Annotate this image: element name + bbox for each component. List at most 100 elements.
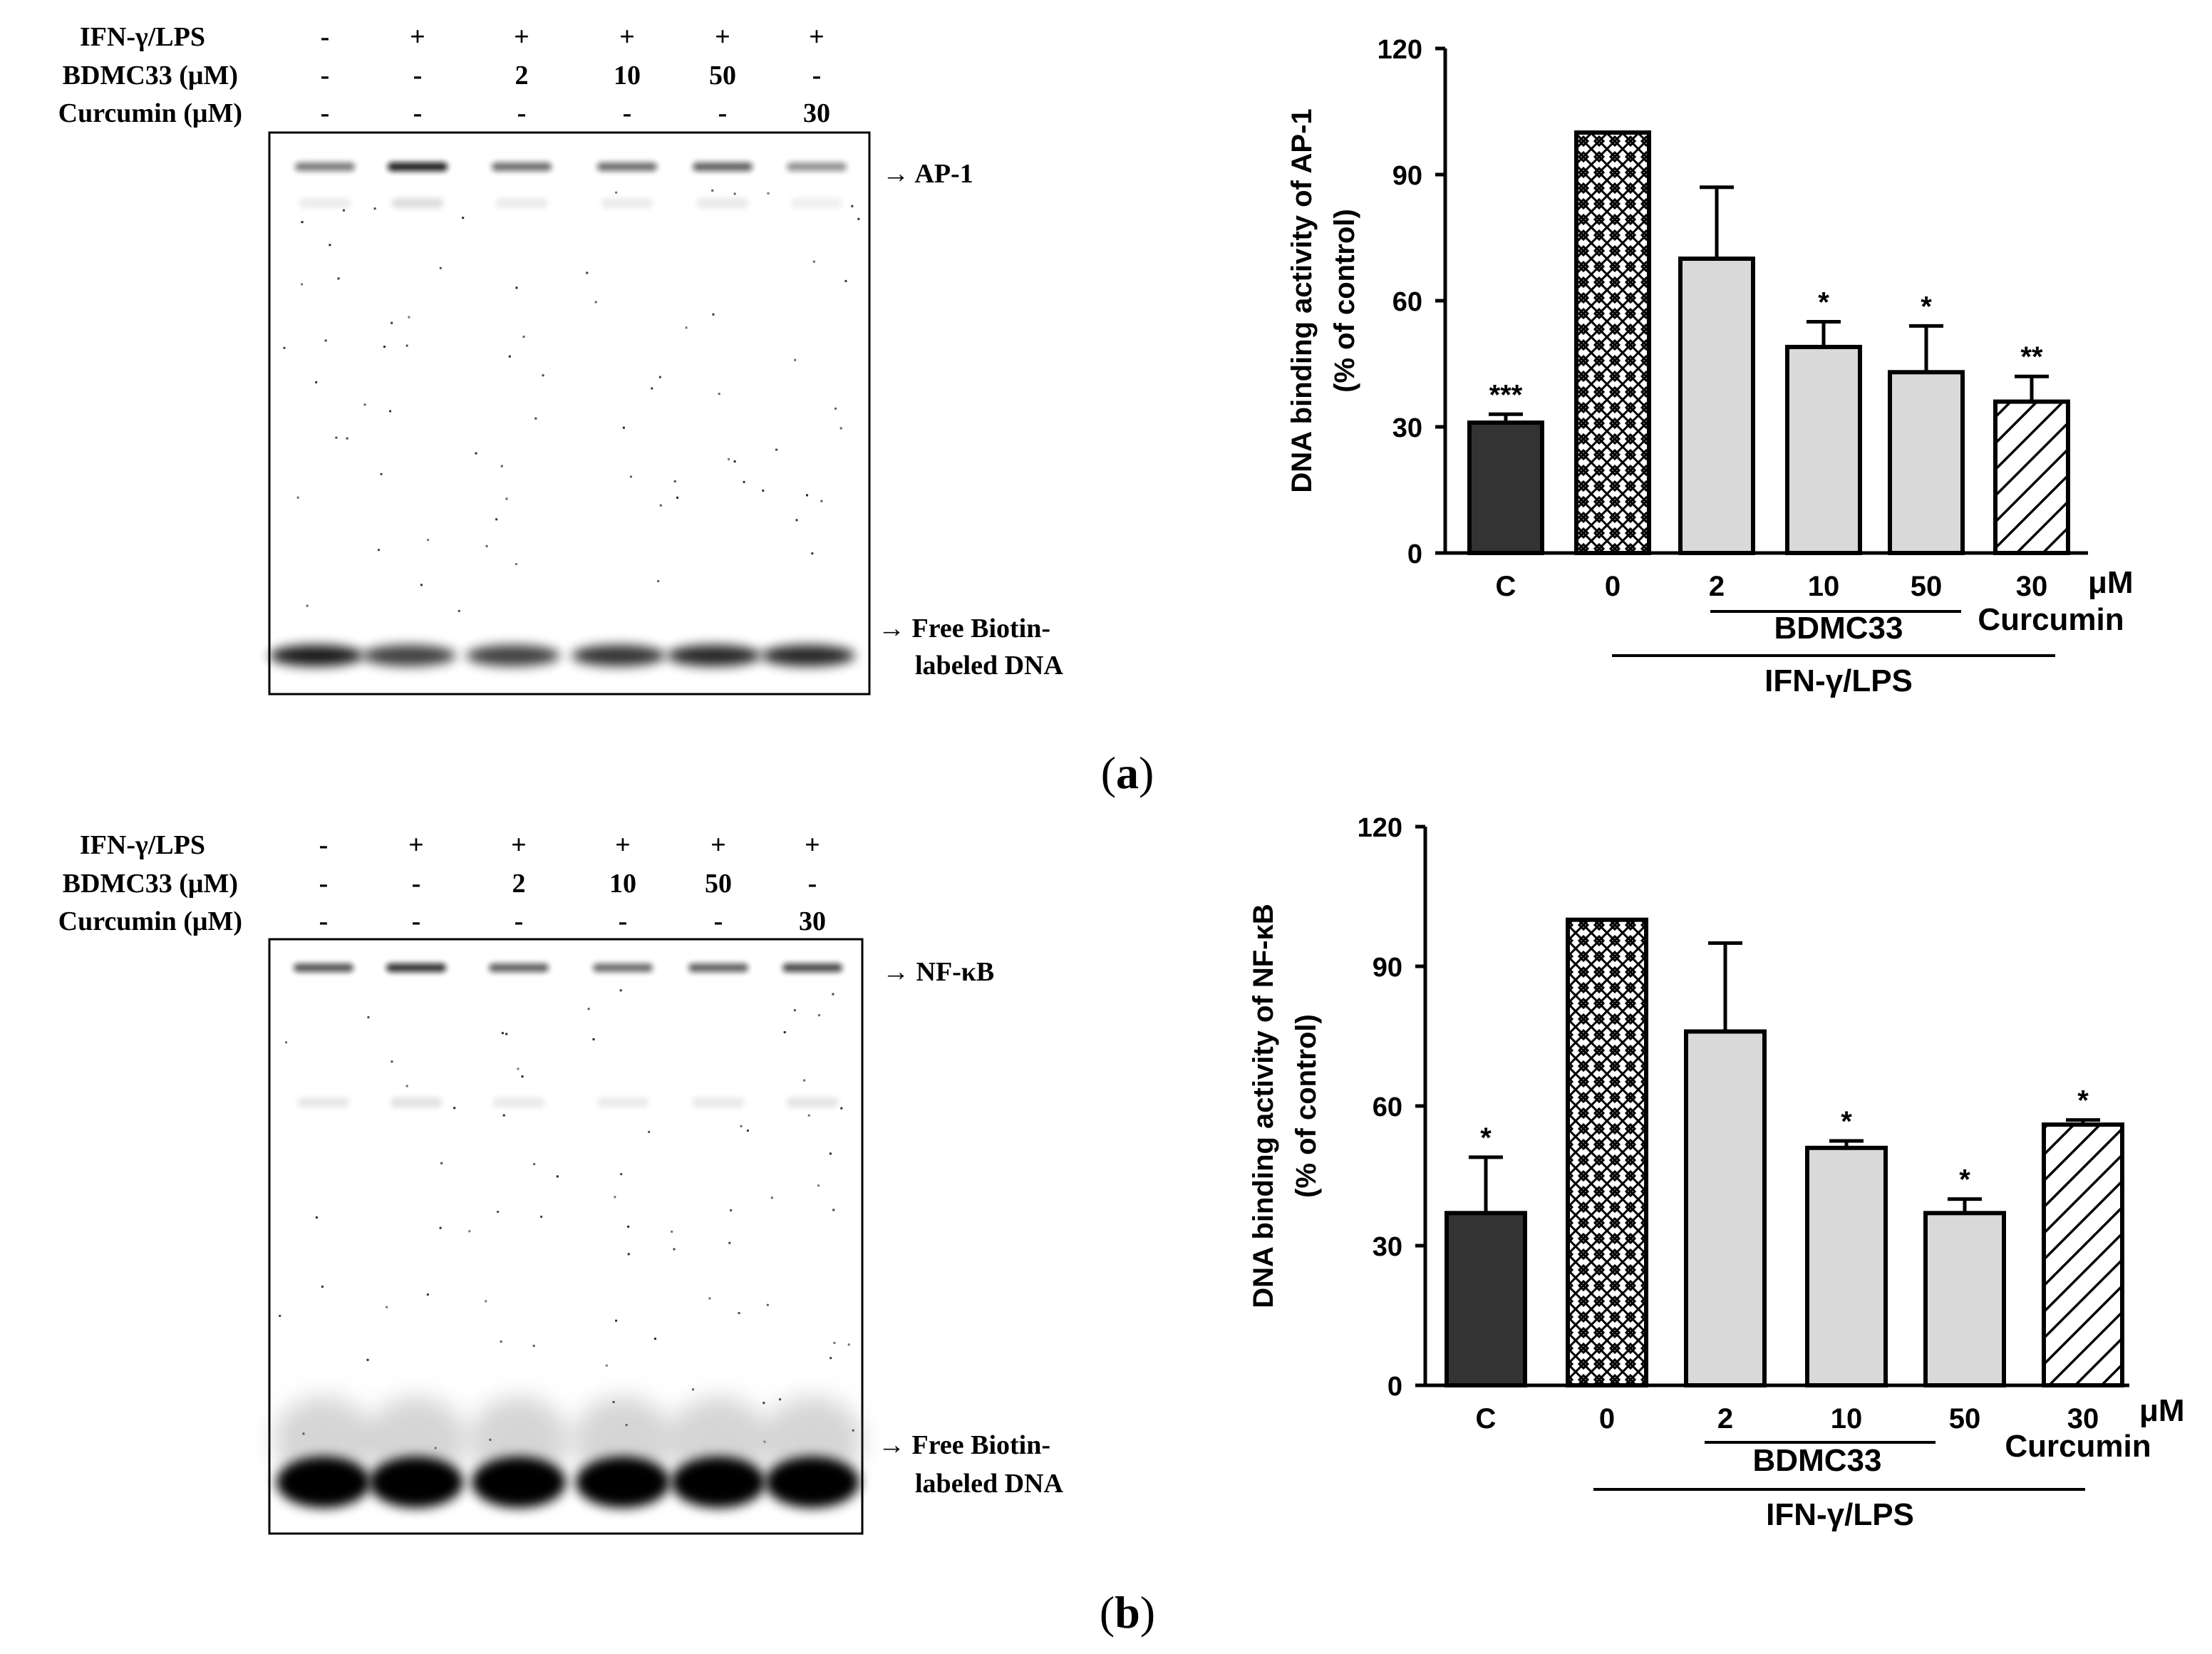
gel-speckle	[779, 1398, 782, 1401]
gel-speckle	[515, 563, 517, 566]
gel-speckle	[468, 1230, 471, 1233]
gel-lane-value: -	[412, 869, 421, 899]
gel-speckle	[627, 1253, 630, 1256]
gel-speckle	[614, 1196, 616, 1199]
gel-speckle	[728, 458, 730, 460]
gel-speckle	[844, 279, 847, 282]
bar	[2042, 1122, 2124, 1387]
gel-speckle	[783, 1031, 786, 1034]
gel-target-band	[492, 162, 552, 171]
chart-b-group-bdmc: BDMC33	[1753, 1443, 1882, 1478]
y-tick-label: 0	[1387, 1372, 1402, 1402]
gel-speckle	[324, 339, 327, 342]
gel-lane-value: -	[412, 906, 421, 936]
gel-free-band	[276, 1457, 371, 1508]
chart-a-group-bdmc: BDMC33	[1774, 611, 1903, 646]
gel-speckle	[386, 1306, 388, 1308]
chart-b-group-ifn: IFN-γ/LPS	[1766, 1497, 1914, 1532]
gel-speckle	[389, 410, 392, 413]
gel-b-target-label: → NF-κB	[882, 957, 994, 987]
gel-lane-value: 2	[515, 61, 529, 91]
gel-speckle	[485, 544, 488, 547]
gel-speckle	[762, 489, 765, 492]
gel-target-band	[688, 963, 748, 972]
gel-lane-value: -	[319, 906, 329, 936]
gel-a-free-label-line2: labeled DNA	[915, 651, 1064, 681]
gel-speckle	[829, 1152, 832, 1155]
gel-lane-value: -	[321, 22, 330, 52]
gel-lane-value: +	[514, 22, 529, 52]
gel-speckle	[373, 207, 376, 210]
gel-speckle	[453, 1107, 456, 1110]
gel-lane-value: -	[321, 98, 330, 128]
gel-target-band	[593, 963, 653, 972]
gel-faint-band	[787, 1097, 838, 1107]
gel-speckle	[806, 494, 809, 497]
gel-lane-value: +	[715, 22, 730, 52]
significance-marker: *	[1480, 1122, 1492, 1154]
bar	[1923, 1211, 2006, 1388]
gel-speckle	[803, 1079, 806, 1082]
gel-faint-band	[597, 1097, 648, 1107]
chart-b-group-curcumin: Curcumin	[2005, 1429, 2151, 1464]
y-tick-label: 60	[1392, 287, 1422, 317]
gel-speckle	[840, 1107, 843, 1110]
gel-lane-value: -	[714, 906, 723, 936]
significance-marker: *	[2077, 1085, 2089, 1117]
gel-faint-band	[601, 198, 653, 208]
gel-speckle	[501, 1032, 504, 1035]
gel-lane-value: -	[623, 98, 632, 128]
gel-target-band	[294, 963, 353, 972]
gel-b-bands	[274, 963, 862, 1508]
gel-speckle	[834, 407, 837, 410]
gel-speckle	[515, 286, 518, 289]
gel-speckle	[807, 1114, 810, 1117]
x-tick-label: 2	[1717, 1403, 1733, 1435]
gel-speckle	[733, 192, 736, 195]
gel-lane-value: +	[619, 22, 635, 52]
y-tick-label: 0	[1407, 539, 1422, 569]
gel-speckle	[733, 460, 736, 463]
gel-speckle	[766, 1303, 769, 1306]
gel-speckle	[692, 1388, 695, 1391]
gel-speckle	[495, 518, 498, 521]
gel-a-row-label-ifn: IFN-γ/LPS	[80, 22, 205, 52]
gel-speckle	[532, 1345, 535, 1348]
gel-speckle	[522, 336, 525, 338]
bar	[1785, 344, 1862, 555]
gel-speckle	[383, 346, 386, 348]
chart-b-ylabel-line2: (% of control)	[1291, 1014, 1322, 1198]
gel-speckle	[767, 192, 770, 195]
gel-speckle	[673, 480, 676, 482]
bar	[1888, 370, 1965, 555]
gel-target-band	[597, 162, 657, 171]
gel-speckle	[505, 497, 508, 500]
x-tick-label: C	[1476, 1403, 1497, 1435]
gel-speckle	[346, 437, 348, 440]
gel-speckle	[730, 1209, 733, 1211]
gel-speckle	[833, 1342, 836, 1345]
gel-speckle	[851, 205, 854, 207]
y-tick-label: 30	[1373, 1232, 1402, 1262]
gel-lane-value: 50	[709, 61, 736, 91]
gel-speckle	[857, 217, 860, 220]
gel-speckle	[367, 1015, 370, 1018]
gel-speckle	[285, 1041, 288, 1044]
gel-target-band	[782, 963, 842, 972]
bar	[1566, 917, 1648, 1387]
gel-faint-band	[496, 198, 547, 208]
gel-b-free-label-line2: labeled DNA	[915, 1469, 1064, 1499]
panel-letter-a-wrap: (a)	[1101, 748, 1154, 798]
gel-speckle	[335, 436, 338, 439]
y-tick-label: 90	[1373, 953, 1402, 983]
gel-speckle	[301, 283, 304, 286]
gel-speckle	[586, 272, 589, 274]
gel-speckle	[832, 993, 834, 996]
gel-lane-value: +	[410, 22, 425, 52]
gel-speckle	[605, 1364, 608, 1367]
gel-b-lane-values: - + + + + + - - 2 10 50 - - - - - - 30	[319, 830, 826, 936]
gel-speckle	[740, 1125, 743, 1127]
gel-speckle	[542, 374, 544, 377]
chart-b-unit-label: μM	[2139, 1393, 2185, 1428]
significance-marker: **	[2020, 341, 2043, 373]
